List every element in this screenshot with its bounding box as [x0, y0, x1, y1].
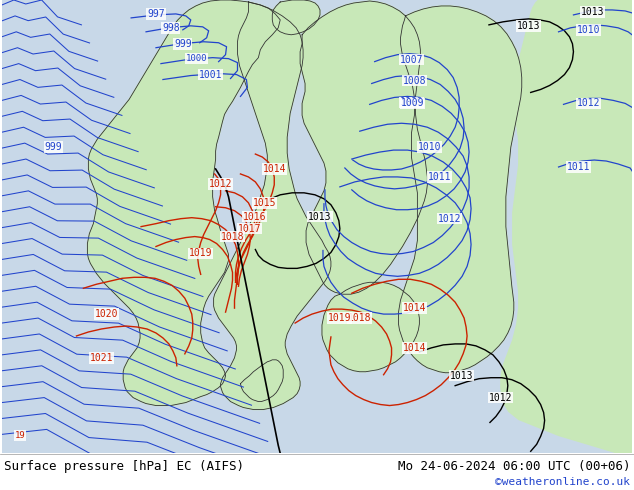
Polygon shape: [501, 0, 632, 453]
Text: 1019: 1019: [189, 248, 212, 258]
Text: 1010: 1010: [418, 142, 441, 152]
Polygon shape: [214, 2, 331, 410]
Text: 1012: 1012: [209, 179, 232, 189]
Polygon shape: [322, 282, 419, 372]
Text: ©weatheronline.co.uk: ©weatheronline.co.uk: [495, 477, 630, 488]
Text: 1014: 1014: [403, 343, 426, 353]
Polygon shape: [240, 360, 283, 402]
Text: 1016: 1016: [243, 212, 266, 221]
Text: 1013: 1013: [308, 212, 332, 221]
Text: 1020: 1020: [94, 309, 118, 319]
Text: 1018: 1018: [221, 232, 244, 242]
Text: 1001: 1001: [199, 70, 223, 79]
Text: 999: 999: [174, 39, 191, 49]
Text: 1014: 1014: [262, 164, 286, 174]
Polygon shape: [300, 1, 427, 294]
Text: 1007: 1007: [399, 55, 423, 65]
Text: 1013: 1013: [450, 371, 473, 381]
Text: Mo 24-06-2024 06:00 UTC (00+06): Mo 24-06-2024 06:00 UTC (00+06): [398, 460, 630, 473]
Text: 1012: 1012: [437, 214, 461, 223]
Polygon shape: [2, 0, 632, 453]
Text: 1013: 1013: [581, 7, 604, 17]
Text: 1008: 1008: [403, 75, 426, 86]
Text: 1011: 1011: [567, 162, 590, 172]
Text: 1015: 1015: [252, 198, 276, 208]
Text: 1014: 1014: [403, 303, 426, 313]
Text: 19: 19: [15, 431, 25, 440]
Text: Surface pressure [hPa] EC (AIFS): Surface pressure [hPa] EC (AIFS): [4, 460, 244, 473]
Polygon shape: [272, 0, 320, 35]
Text: 1019: 1019: [328, 313, 352, 323]
Text: 1011: 1011: [427, 172, 451, 182]
Text: 999: 999: [45, 142, 62, 152]
Polygon shape: [399, 6, 522, 373]
Polygon shape: [87, 0, 280, 406]
Text: 1018: 1018: [348, 313, 372, 323]
Text: 1012: 1012: [576, 98, 600, 108]
Text: 1010: 1010: [576, 25, 600, 35]
Text: 1013: 1013: [517, 21, 540, 31]
Text: 1012: 1012: [489, 392, 513, 403]
Text: 1000: 1000: [186, 54, 207, 63]
Text: 997: 997: [147, 9, 165, 19]
Text: 1009: 1009: [399, 98, 423, 107]
Text: 1009: 1009: [401, 98, 424, 108]
Text: 998: 998: [162, 23, 179, 33]
Text: 1021: 1021: [89, 353, 113, 363]
Text: 1017: 1017: [238, 223, 261, 234]
